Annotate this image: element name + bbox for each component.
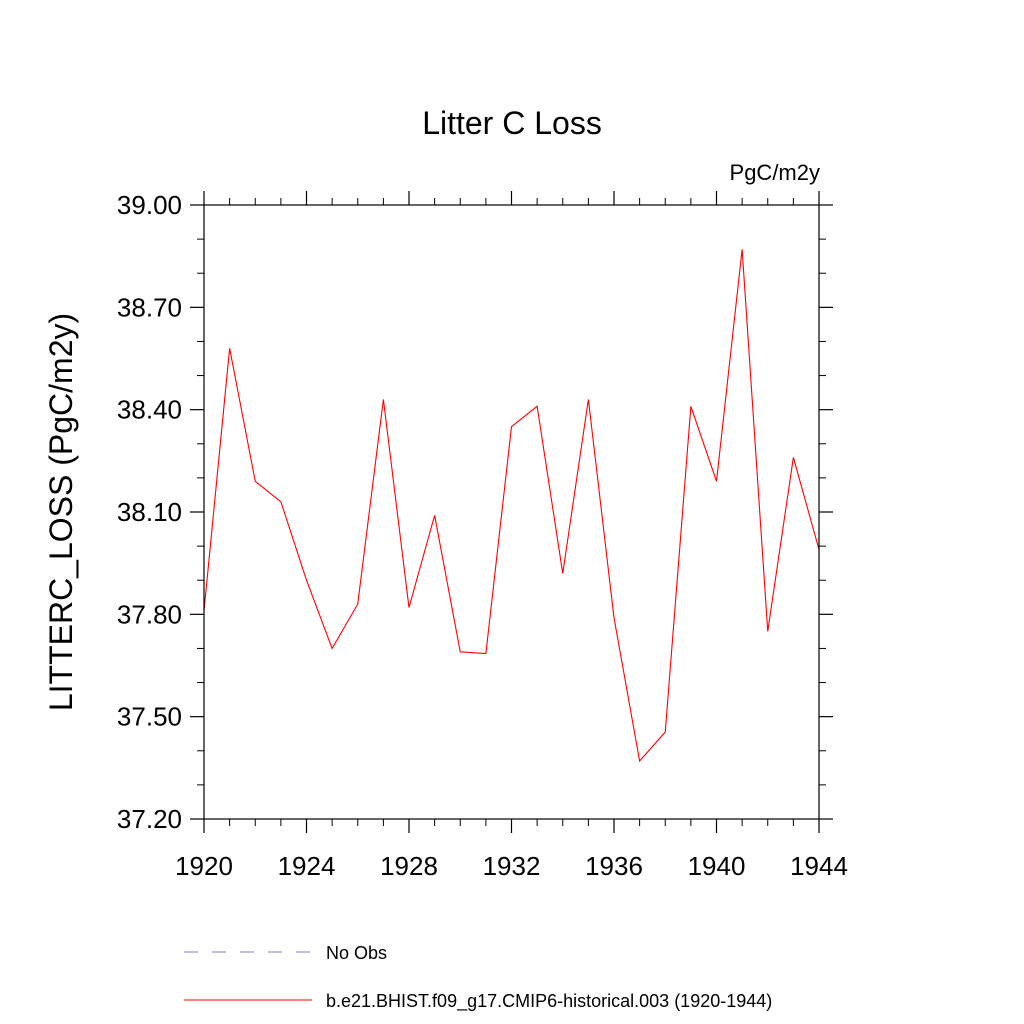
legend: No Obs b.e21.BHIST.f09_g17.CMIP6-histori… (184, 943, 772, 1012)
y-tick-label: 38.10 (117, 497, 182, 527)
y-tick-label: 37.20 (117, 804, 182, 834)
plot-frame (203, 204, 820, 820)
x-tick-label-1940: 1940 (688, 851, 746, 881)
series-layer (203, 249, 820, 763)
chart-title: Litter C Loss (422, 105, 602, 141)
legend-label-model: b.e21.BHIST.f09_g17.CMIP6-historical.003… (326, 991, 772, 1012)
y-tick-label: 38.70 (117, 292, 182, 322)
x-tick-label-1928: 1928 (380, 851, 438, 881)
x-tick-label-1920: 1920 (175, 851, 233, 881)
x-tick-label-1924: 1924 (278, 851, 336, 881)
x-tick-label-1944: 1944 (790, 851, 848, 881)
axes-layer: 1920 1924 1928 1932 1936 1940 1944 37.20 37.50 37… (117, 190, 848, 881)
y-axis-label: LITTERC_LOSS (PgC/m2y) (43, 313, 79, 711)
y-tick-label: 37.50 (117, 702, 182, 732)
y-tick-label: 37.80 (117, 599, 182, 629)
x-tick-label-1932: 1932 (483, 851, 541, 881)
y-tick-label: 38.40 (117, 395, 182, 425)
x-tick-label-1936: 1936 (585, 851, 643, 881)
legend-label-no-obs: No Obs (326, 943, 387, 963)
units-label: PgC/m2y (730, 160, 820, 185)
series-line-0 (203, 249, 820, 763)
y-tick-label: 39.00 (117, 190, 182, 220)
